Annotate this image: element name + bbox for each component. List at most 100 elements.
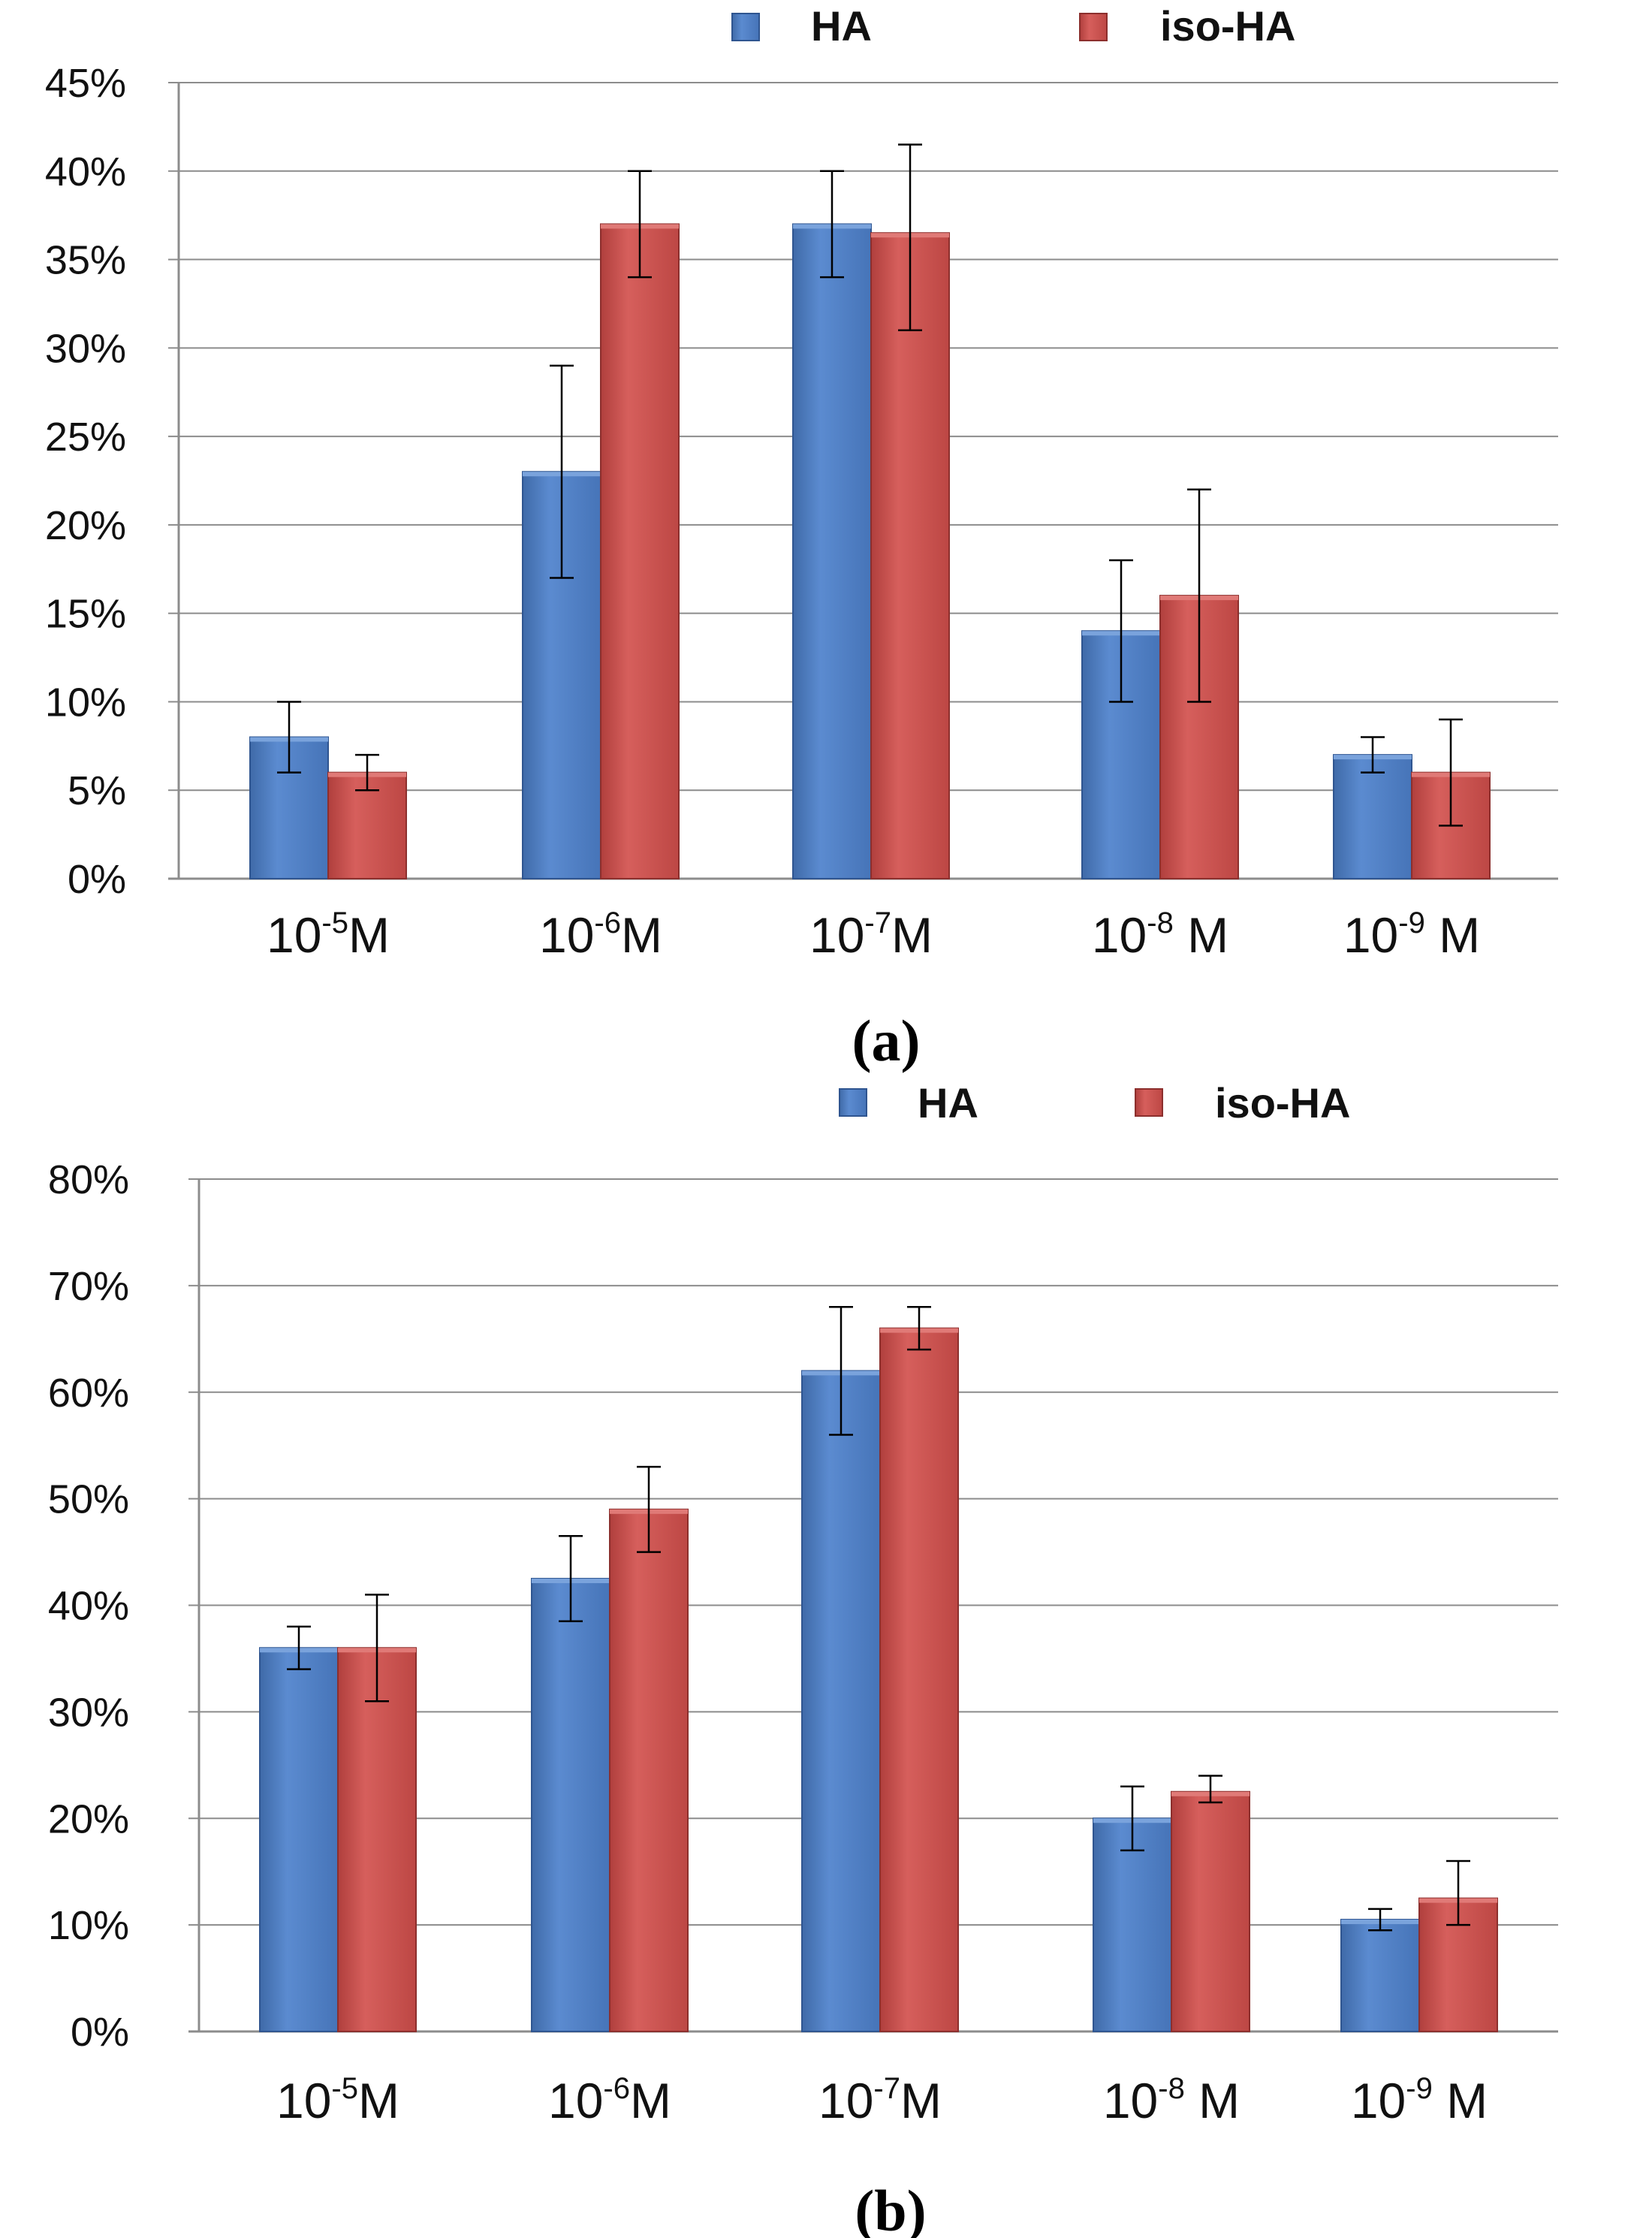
y-tick-label: 80% <box>48 1157 129 1202</box>
error-bar-iso-ha <box>1187 488 1211 703</box>
x-tick-label: 10-7M <box>809 906 933 963</box>
x-tick-base: 10 <box>548 2073 603 2128</box>
error-bar-ha <box>550 364 574 579</box>
error-bar-ha <box>277 701 301 774</box>
error-bar-ha <box>287 1625 311 1670</box>
x-tick-base: 10 <box>1343 907 1398 963</box>
x-tick-unit: M <box>1433 2073 1488 2128</box>
error-bar-ha <box>559 1535 583 1623</box>
chart-panel-a: HA iso-HA 0% 5% 10% 15% 20% 25% 30% 35% 40% 45% 1… <box>45 2 1558 1073</box>
panel-label-b: (b) <box>855 2178 926 2238</box>
x-tick-base: 10 <box>1092 907 1147 963</box>
error-bar-ha <box>829 1306 853 1436</box>
legend-a: HA iso-HA <box>731 2 1295 50</box>
bar-iso-ha <box>1171 1790 1250 2032</box>
x-tick-exponent: -5 <box>331 2072 358 2105</box>
x-tick-exponent: -8 <box>1147 906 1174 940</box>
bars-a <box>249 223 1491 879</box>
y-tick-label: 50% <box>48 1477 129 1522</box>
y-tick-label: 40% <box>48 1584 129 1629</box>
x-tick-unit: M <box>891 907 933 963</box>
bar-ha <box>531 1578 610 2032</box>
error-bar-iso-ha <box>355 753 379 792</box>
error-bars-b <box>287 1306 1470 1932</box>
x-tick-exponent: -5 <box>321 906 348 940</box>
panel-label-a: (a) <box>852 1008 921 1073</box>
bar-iso-ha <box>337 1647 417 2032</box>
y-tick-label: 25% <box>45 415 126 460</box>
x-tick-base: 10 <box>267 907 321 963</box>
legend-label-ha: HA <box>811 2 872 50</box>
y-tick-label: 35% <box>45 238 126 283</box>
x-tick-label: 10-5M <box>267 906 390 963</box>
error-bar-iso-ha <box>907 1306 931 1351</box>
x-tick-base: 10 <box>1103 2073 1158 2128</box>
x-tick-unit: M <box>1425 907 1480 963</box>
legend-swatch-ha <box>731 13 760 41</box>
legend-b: HA iso-HA <box>839 1079 1350 1127</box>
bar-ha <box>1333 754 1412 879</box>
x-axis-labels-a: 10-5M 10-6M 10-7M 10-8 M 10-9 M <box>267 906 1480 963</box>
legend-swatch-iso-ha <box>1079 13 1108 41</box>
error-bar-iso-ha <box>628 170 652 279</box>
legend-swatch-ha <box>839 1088 867 1117</box>
legend-swatch-iso-ha <box>1135 1088 1163 1117</box>
x-tick-unit: M <box>630 2073 671 2128</box>
error-bar-iso-ha <box>365 1594 389 1703</box>
error-bar-ha <box>1368 1908 1392 1932</box>
y-axis-ticks-a: 0% 5% 10% 15% 20% 25% 30% 35% 40% 45% <box>45 61 126 902</box>
x-tick-exponent: -7 <box>873 2072 900 2105</box>
error-bar-ha <box>1361 736 1385 774</box>
legend-label-iso-ha: iso-HA <box>1160 2 1295 50</box>
y-tick-label: 10% <box>45 680 126 725</box>
bar-iso-ha <box>609 1508 689 2032</box>
x-tick-exponent: -9 <box>1398 906 1425 940</box>
x-tick-exponent: -6 <box>603 2072 630 2105</box>
y-tick-label: 15% <box>45 592 126 637</box>
y-tick-label: 5% <box>68 768 126 813</box>
x-tick-label: 10-5M <box>276 2072 399 2128</box>
x-tick-unit: M <box>1185 2073 1240 2128</box>
chart-panel-b: HA iso-HA 0%10%20%30%40%50%60%70%80% 10-… <box>48 1079 1558 2238</box>
bar-ha <box>1340 1919 1420 2032</box>
x-tick-base: 10 <box>276 2073 331 2128</box>
x-tick-base: 10 <box>539 907 594 963</box>
x-tick-exponent: -6 <box>594 906 621 940</box>
y-tick-label: 0% <box>71 2010 129 2055</box>
legend-label-iso-ha: iso-HA <box>1215 1079 1350 1127</box>
x-tick-label: 10-6M <box>539 906 662 963</box>
y-tick-label: 20% <box>45 503 126 548</box>
error-bar-iso-ha <box>1198 1775 1222 1804</box>
error-bar-ha <box>1120 1785 1144 1852</box>
y-tick-label: 10% <box>48 1903 129 1948</box>
y-tick-label: 30% <box>45 326 126 371</box>
error-bar-ha <box>820 170 844 279</box>
y-tick-label: 0% <box>68 857 126 902</box>
x-tick-label: 10-8 M <box>1092 906 1228 963</box>
x-tick-unit: M <box>358 2073 399 2128</box>
x-tick-exponent: -9 <box>1406 2072 1433 2105</box>
x-tick-label: 10-9 M <box>1351 2072 1488 2128</box>
x-tick-exponent: -7 <box>864 906 891 940</box>
bar-ha <box>259 1647 339 2032</box>
bars-b <box>259 1327 1498 2032</box>
x-tick-unit: M <box>348 907 390 963</box>
bar-ha <box>801 1370 881 2032</box>
y-axis-ticks-b: 0% 10% 20% 30% 40% 50% 60% 70% 80% <box>48 1157 129 2055</box>
x-tick-label: 10-9 M <box>1343 906 1480 963</box>
error-bar-iso-ha <box>637 1465 661 1553</box>
x-tick-base: 10 <box>1351 2073 1406 2128</box>
bar-iso-ha <box>879 1327 959 2032</box>
y-tick-label: 60% <box>48 1371 129 1416</box>
x-tick-base: 10 <box>809 907 864 963</box>
bar-ha <box>792 223 872 879</box>
x-tick-exponent: -8 <box>1158 2072 1185 2105</box>
x-tick-unit: M <box>900 2073 942 2128</box>
x-axis-labels-b: 10-5M 10-6M 10-7M 10-8 M 10-9 M <box>276 2072 1488 2128</box>
y-tick-label: 20% <box>48 1796 129 1841</box>
error-bar-iso-ha <box>1446 1859 1470 1926</box>
bar-iso-ha <box>870 232 950 879</box>
y-tick-label: 45% <box>45 61 126 106</box>
y-tick-label: 70% <box>48 1264 129 1309</box>
